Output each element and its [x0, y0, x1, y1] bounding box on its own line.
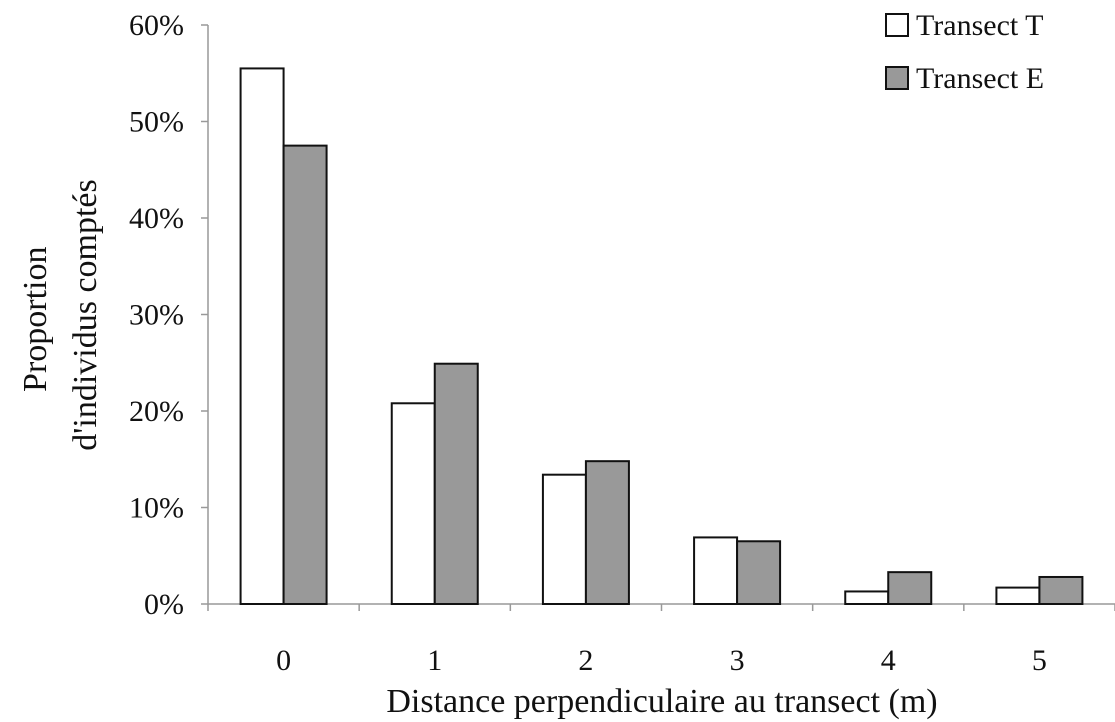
bar-transect-e-3 — [736, 540, 782, 606]
x-tick-label: 2 — [578, 644, 593, 677]
bar-transect-e-2 — [584, 460, 630, 605]
bars — [239, 67, 1084, 606]
bar-transect-t-3 — [693, 536, 739, 605]
bar-transect-e-5 — [1038, 575, 1084, 605]
x-tick-label: 5 — [1032, 644, 1047, 677]
y-tick-label: 10% — [129, 492, 184, 525]
x-axis-title: Distance perpendiculaire au transect (m) — [386, 683, 937, 720]
y-tick-label: 20% — [129, 395, 184, 428]
legend-swatch-transect-t — [885, 13, 909, 37]
y-axis-title-line-2: d'individus comptés — [67, 179, 104, 451]
bar-transect-t-5 — [995, 586, 1041, 605]
x-ticks: 0 1 2 3 4 5 — [207, 604, 1115, 677]
x-tick-label: 4 — [881, 644, 896, 677]
y-tick-label: 30% — [129, 299, 184, 332]
bar-transect-e-1 — [433, 362, 479, 605]
y-axis-title-line-1: Proportion — [17, 247, 54, 392]
bar-transect-t-0 — [239, 67, 285, 606]
bar-transect-t-4 — [844, 590, 890, 606]
legend: Transect T Transect E — [885, 9, 1044, 95]
y-tick-label: 0% — [144, 588, 184, 621]
x-tick-label: 1 — [427, 644, 442, 677]
legend-label-transect-e: Transect E — [916, 62, 1044, 95]
bar-transect-t-2 — [541, 473, 587, 605]
bar-transect-e-4 — [887, 571, 933, 606]
y-tick-label: 60% — [129, 9, 184, 42]
y-ticks: 0% 10% 20% 30% 40% 50% 60% — [129, 9, 208, 621]
y-tick-label: 40% — [129, 202, 184, 235]
legend-swatch-transect-e — [885, 66, 909, 90]
axes — [207, 25, 1115, 605]
bar-transect-t-1 — [390, 402, 436, 605]
x-tick-label: 3 — [730, 644, 745, 677]
bar-transect-e-0 — [282, 144, 328, 605]
y-tick-label: 50% — [129, 106, 184, 139]
x-tick-label: 0 — [276, 644, 291, 677]
y-axis-title: Proportion d'individus comptés — [17, 179, 104, 451]
legend-label-transect-t: Transect T — [916, 9, 1044, 42]
